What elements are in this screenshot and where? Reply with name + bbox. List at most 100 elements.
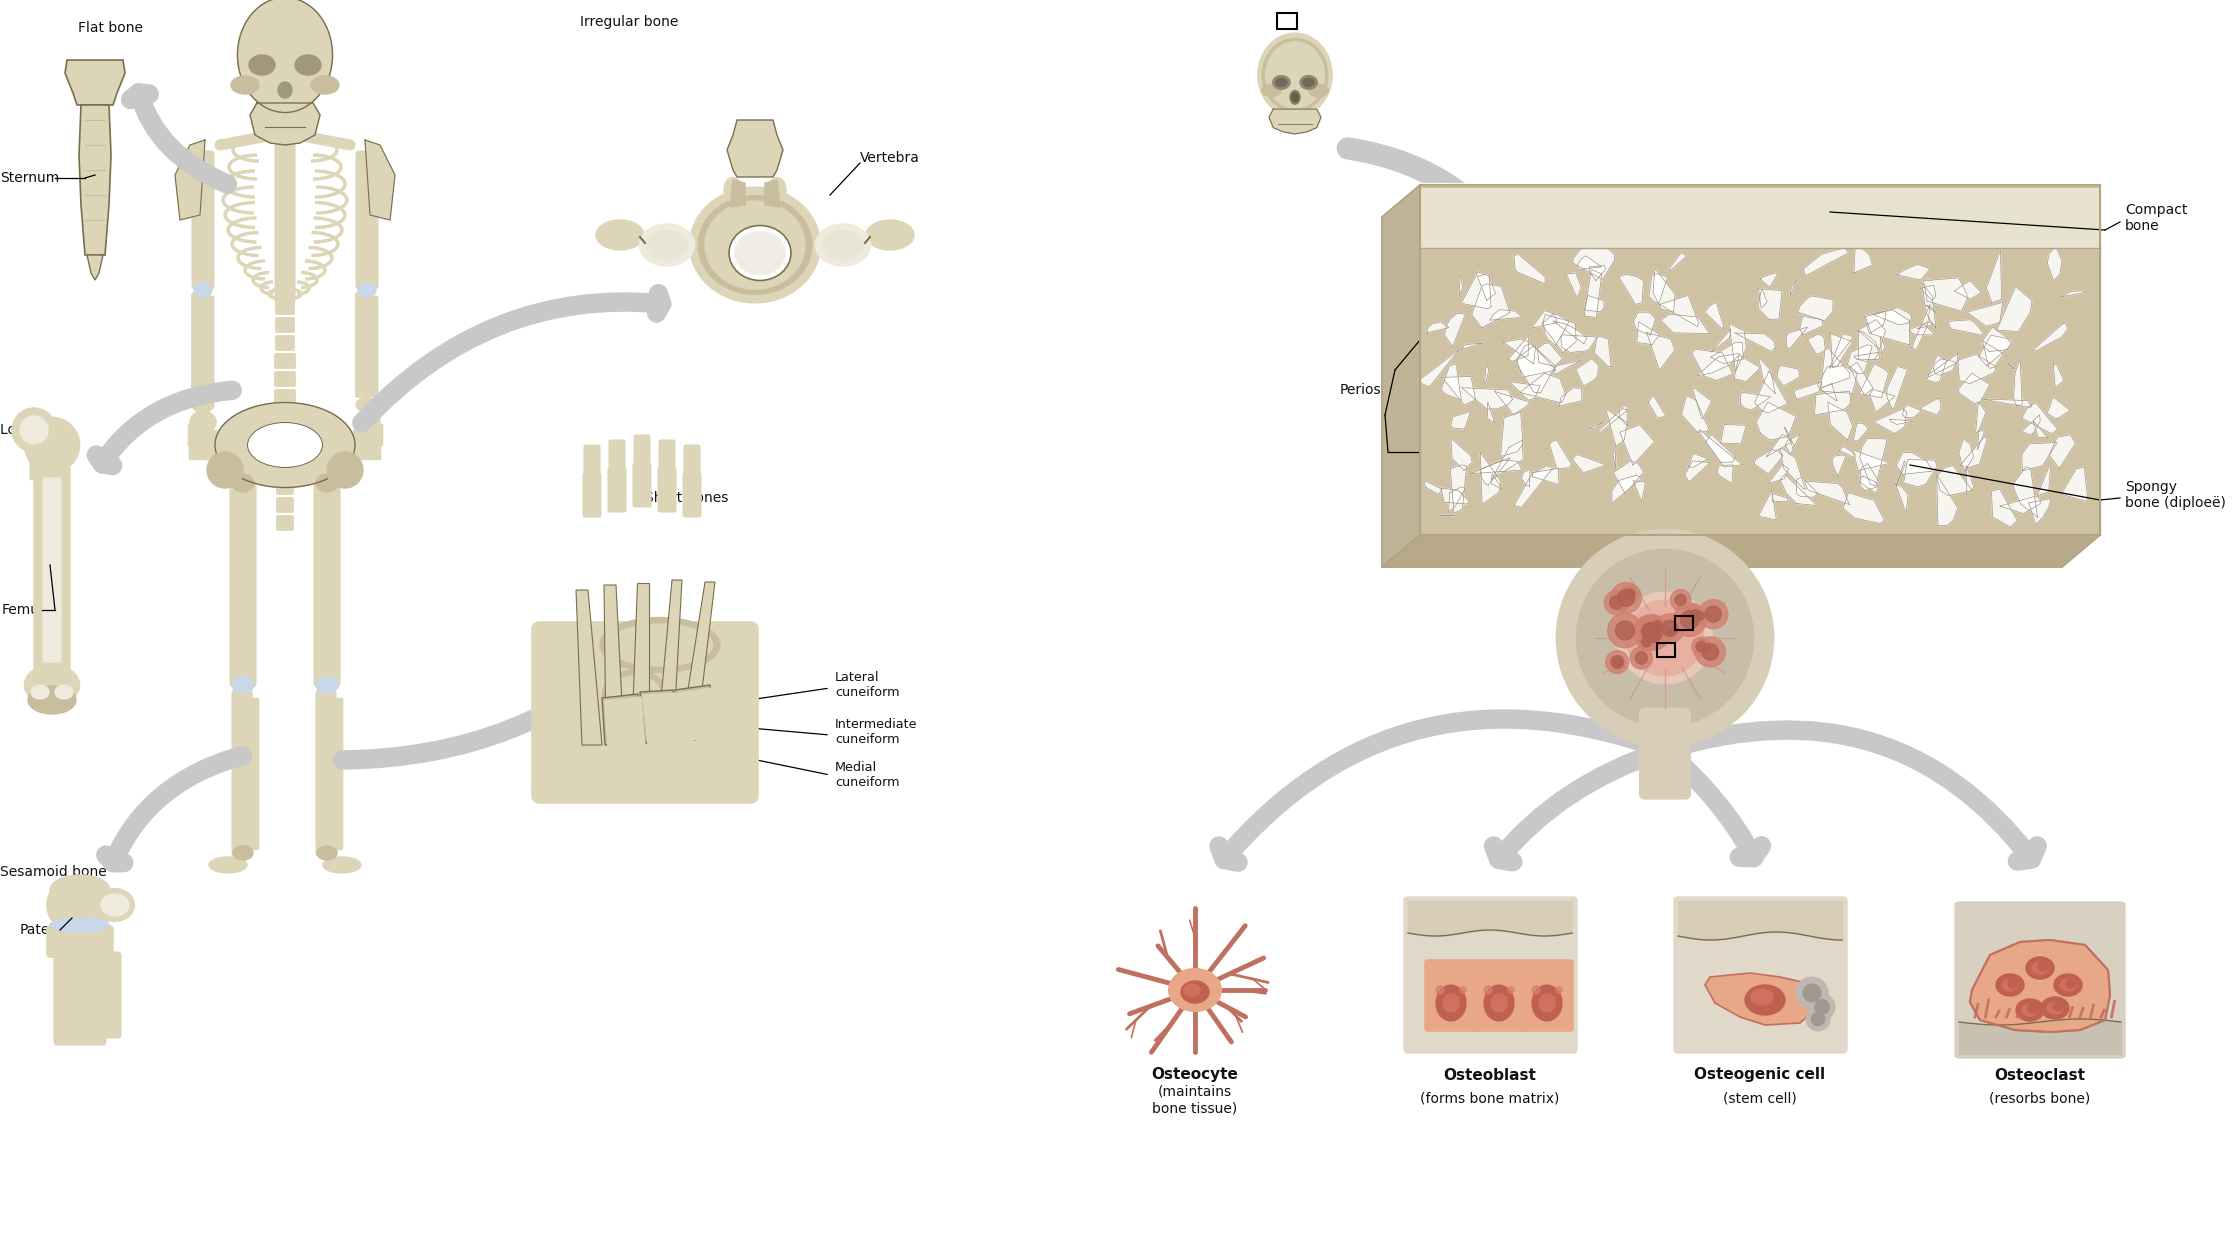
Circle shape <box>1557 530 1774 746</box>
Ellipse shape <box>249 55 276 76</box>
Polygon shape <box>1653 268 1676 312</box>
Polygon shape <box>1382 536 2101 567</box>
FancyBboxPatch shape <box>276 354 296 368</box>
Polygon shape <box>1445 314 1465 347</box>
Polygon shape <box>1705 435 1734 462</box>
FancyBboxPatch shape <box>276 461 293 476</box>
Ellipse shape <box>215 402 354 488</box>
Circle shape <box>1508 987 1514 993</box>
FancyBboxPatch shape <box>190 292 206 397</box>
Polygon shape <box>1781 449 1805 489</box>
Polygon shape <box>1817 365 1857 393</box>
Ellipse shape <box>323 857 361 873</box>
Polygon shape <box>1559 388 1581 406</box>
Ellipse shape <box>101 895 130 916</box>
FancyBboxPatch shape <box>276 498 293 513</box>
Polygon shape <box>2000 496 2041 514</box>
Polygon shape <box>1481 452 1501 504</box>
Polygon shape <box>1566 273 1581 297</box>
Polygon shape <box>1908 324 1935 335</box>
Polygon shape <box>1772 494 1788 501</box>
Polygon shape <box>1969 940 2110 1032</box>
Circle shape <box>1696 641 1707 651</box>
Polygon shape <box>1460 272 1492 309</box>
Ellipse shape <box>47 881 90 929</box>
Ellipse shape <box>706 202 804 289</box>
Polygon shape <box>2034 324 2068 350</box>
Ellipse shape <box>2032 961 2047 974</box>
Polygon shape <box>2014 359 2023 406</box>
Polygon shape <box>1550 440 1572 469</box>
Polygon shape <box>1933 359 1956 375</box>
Ellipse shape <box>647 231 688 260</box>
Circle shape <box>1577 549 1754 727</box>
Polygon shape <box>1767 435 1792 456</box>
Polygon shape <box>1960 438 1973 470</box>
Polygon shape <box>1980 328 2012 352</box>
Polygon shape <box>1756 402 1796 440</box>
Polygon shape <box>1449 465 1467 513</box>
Polygon shape <box>1978 431 1985 450</box>
FancyBboxPatch shape <box>683 445 699 478</box>
Ellipse shape <box>72 881 112 929</box>
Circle shape <box>1436 987 1445 994</box>
Ellipse shape <box>25 417 78 472</box>
Polygon shape <box>1987 249 2003 302</box>
Polygon shape <box>1427 323 1449 333</box>
Circle shape <box>1611 655 1624 668</box>
Circle shape <box>1698 600 1727 629</box>
Polygon shape <box>2054 364 2063 387</box>
Polygon shape <box>1996 286 2032 331</box>
Polygon shape <box>1669 252 1687 271</box>
Circle shape <box>1810 994 1835 1021</box>
Polygon shape <box>1472 284 1510 328</box>
Polygon shape <box>2023 403 2059 433</box>
Circle shape <box>1796 976 1828 1009</box>
Circle shape <box>2007 978 2018 988</box>
FancyBboxPatch shape <box>634 435 650 467</box>
Polygon shape <box>2023 415 2041 435</box>
Ellipse shape <box>278 82 291 98</box>
FancyBboxPatch shape <box>29 446 47 480</box>
Polygon shape <box>1848 345 1873 374</box>
Polygon shape <box>1420 349 1460 387</box>
FancyBboxPatch shape <box>276 372 296 387</box>
Polygon shape <box>1537 343 1564 367</box>
FancyBboxPatch shape <box>276 228 293 242</box>
Ellipse shape <box>1308 84 1328 97</box>
Polygon shape <box>1828 402 1852 440</box>
Polygon shape <box>1938 465 1973 495</box>
Polygon shape <box>1967 466 1973 494</box>
Polygon shape <box>1776 365 1799 386</box>
Circle shape <box>1637 633 1655 651</box>
Bar <box>1420 248 2101 536</box>
FancyBboxPatch shape <box>211 430 217 460</box>
Circle shape <box>2027 1003 2038 1013</box>
FancyBboxPatch shape <box>276 480 293 494</box>
Polygon shape <box>1740 392 1770 410</box>
Polygon shape <box>87 255 103 280</box>
Polygon shape <box>1478 273 1496 300</box>
Polygon shape <box>1584 295 1604 311</box>
Polygon shape <box>1902 404 1922 418</box>
Circle shape <box>1635 651 1646 664</box>
Polygon shape <box>1649 396 1667 418</box>
Ellipse shape <box>2003 979 2018 992</box>
FancyBboxPatch shape <box>276 137 293 152</box>
Polygon shape <box>1891 420 1915 425</box>
Polygon shape <box>1510 382 1541 401</box>
FancyBboxPatch shape <box>659 467 676 512</box>
Polygon shape <box>1904 460 1938 486</box>
Ellipse shape <box>231 76 260 94</box>
Ellipse shape <box>56 685 74 699</box>
Ellipse shape <box>1290 91 1299 105</box>
Polygon shape <box>679 688 719 743</box>
Polygon shape <box>1794 382 1821 399</box>
Polygon shape <box>1852 450 1888 470</box>
Circle shape <box>2038 961 2047 971</box>
Circle shape <box>1633 615 1667 649</box>
Polygon shape <box>1561 335 1597 353</box>
Polygon shape <box>1897 452 1931 474</box>
Polygon shape <box>1443 377 1476 404</box>
Text: Flat bone: Flat bone <box>78 21 143 35</box>
